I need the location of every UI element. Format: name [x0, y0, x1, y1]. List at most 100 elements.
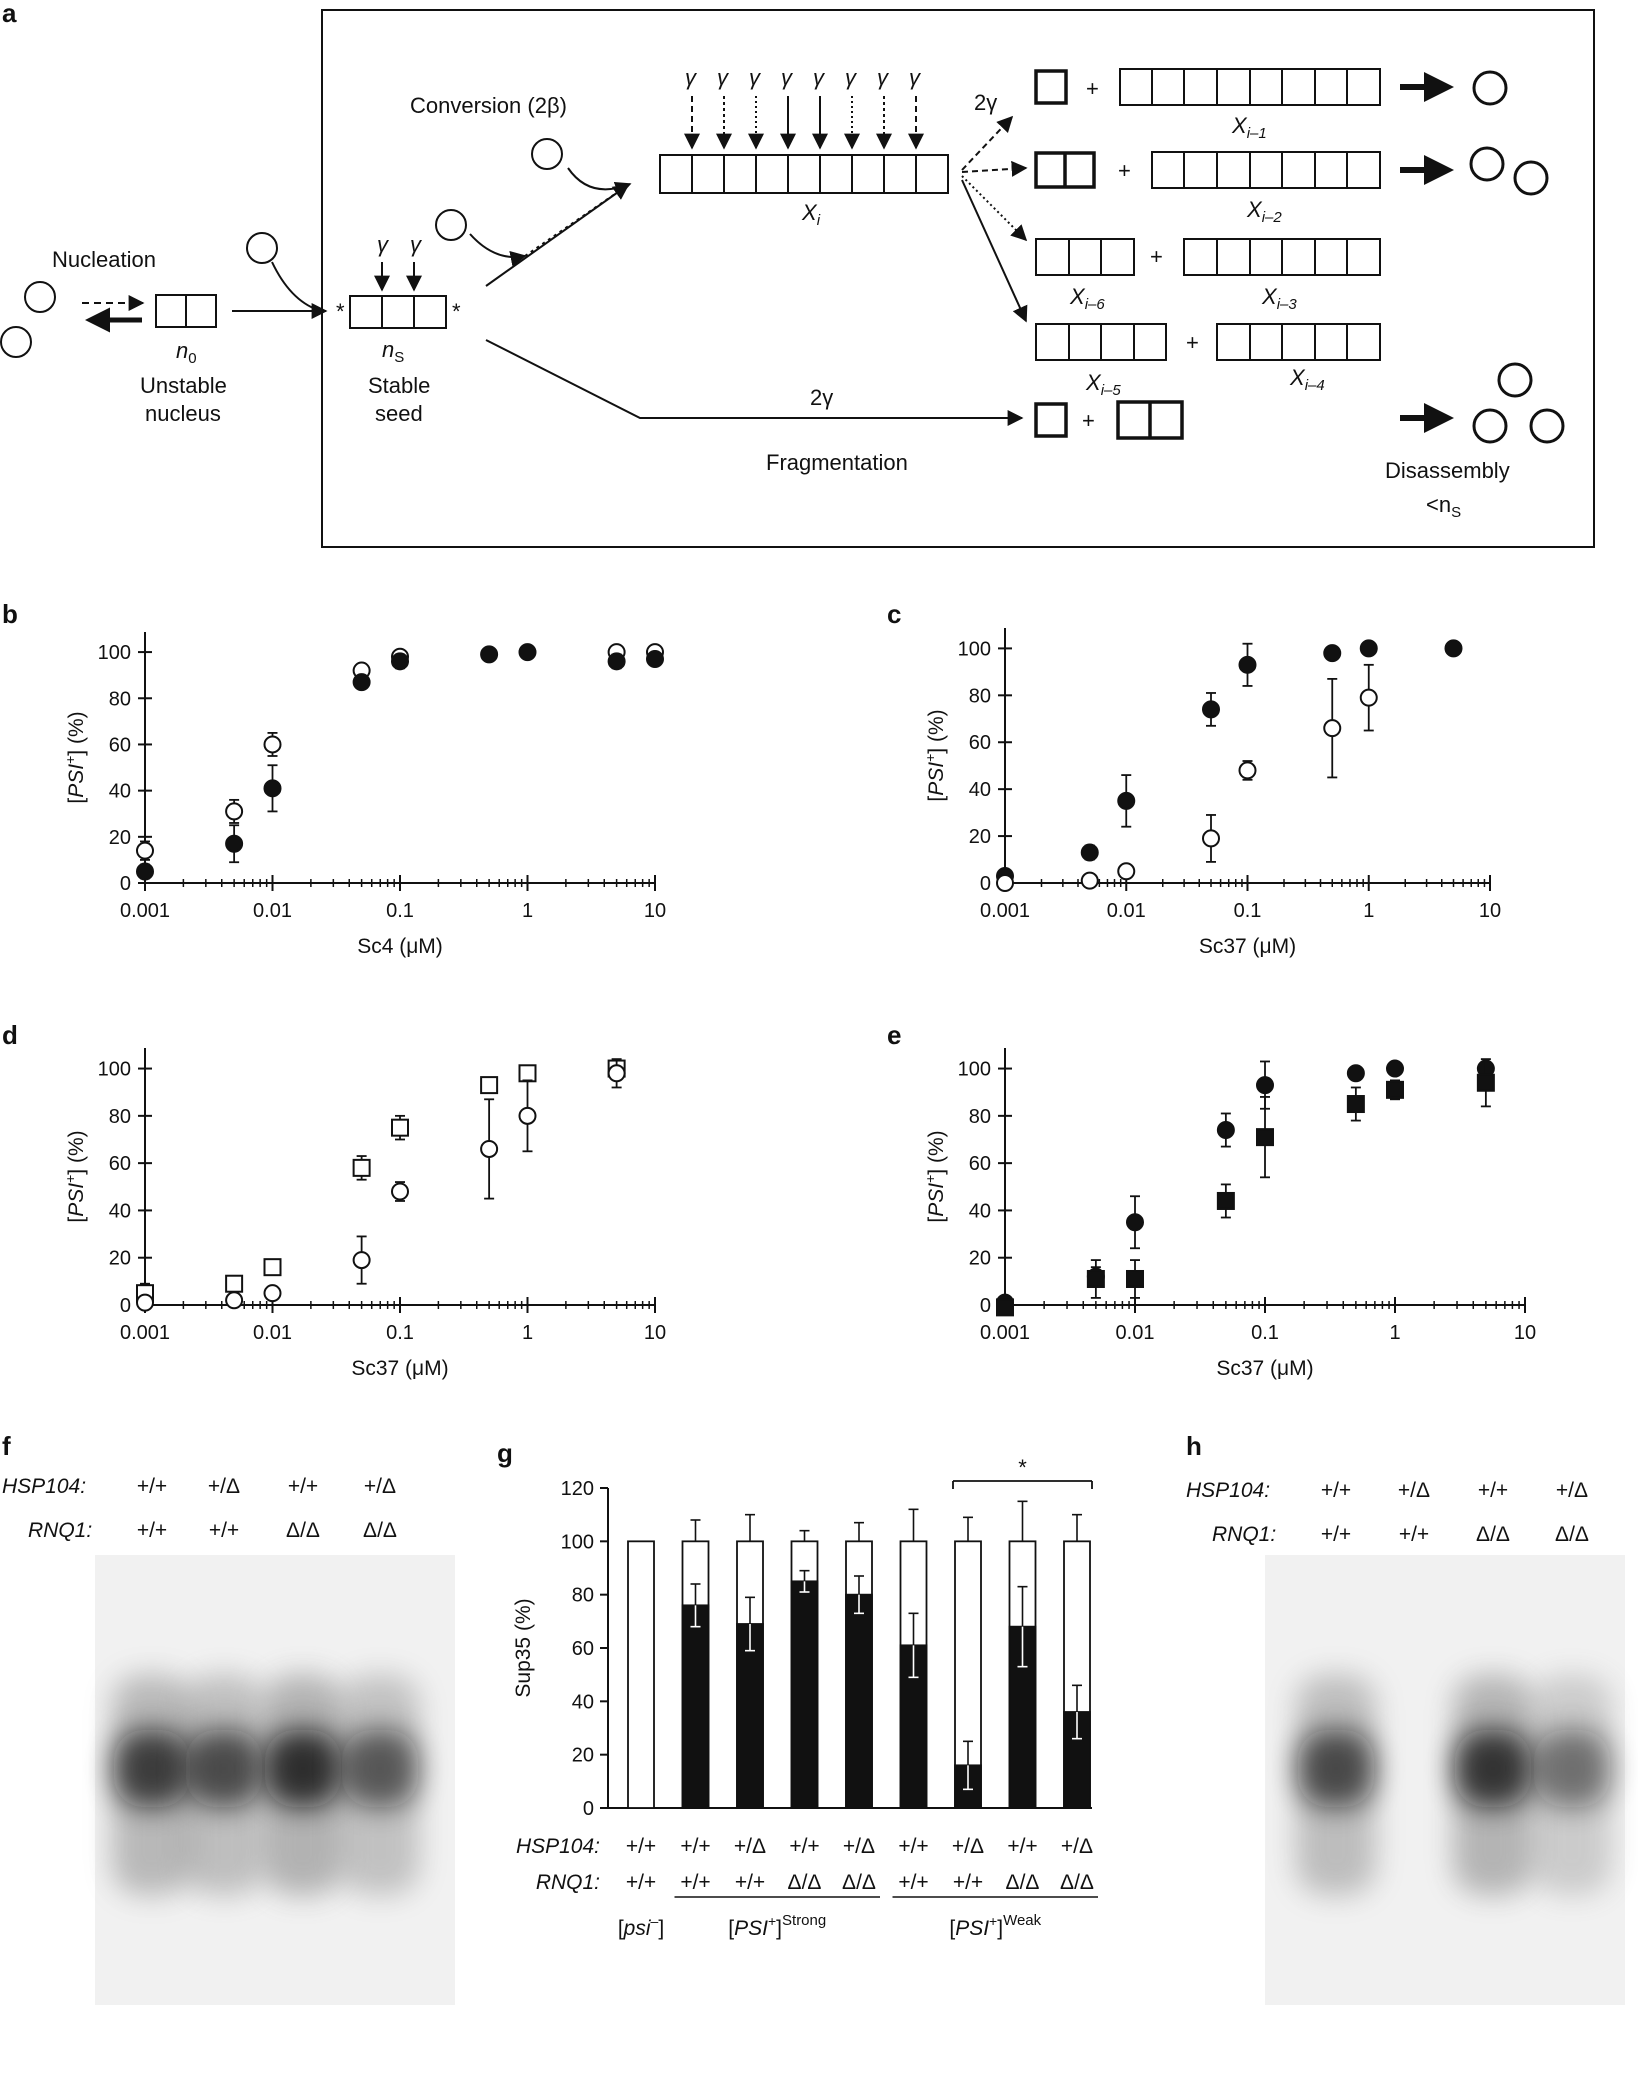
- chart-d: 0 20 40 60 80 100 0.001 0.01 0.1 1 10 Sc37 (μM) [PSI…: [62, 1048, 666, 1380]
- lane-genotype-rnq1: Δ/Δ: [1555, 1523, 1589, 1546]
- seed-box: [349, 295, 447, 329]
- x-tick-label: 10: [1479, 900, 1501, 922]
- two-gamma-label: 2γ: [810, 385, 833, 410]
- unstable-nucleus-line2: nucleus: [145, 401, 221, 426]
- lane-genotype-rnq1: Δ/Δ: [1476, 1523, 1510, 1546]
- g-row1-label: HSP104:: [516, 1835, 600, 1858]
- bar-aggregated: [681, 1604, 710, 1809]
- y-axis-label-part: [: [925, 1217, 948, 1223]
- lane-genotype-rnq1: Δ/Δ: [286, 1519, 320, 1542]
- bar-aggregated: [1063, 1711, 1091, 1809]
- data-point: [263, 1284, 282, 1303]
- chart-b: 0 20 40 60 80 100 0.001 0.01 0.1 1 10 Sc4 (μM) [PSI+…: [62, 632, 666, 958]
- y-tick-label: 0: [980, 1295, 991, 1317]
- gel-f: +/+ +/Δ +/+ +/Δ +/+ +/+ Δ/Δ Δ/Δ: [95, 1475, 455, 2005]
- gel-h: +/+ +/Δ +/+ +/Δ +/+ +/+ Δ/Δ Δ/Δ: [1265, 1479, 1625, 2005]
- data-point: [1216, 1191, 1235, 1210]
- y-tick-label: 60: [572, 1638, 594, 1660]
- data-point: [996, 874, 1014, 892]
- x-tick-label: 0.001: [120, 1322, 170, 1344]
- gamma-label: γ: [877, 65, 890, 90]
- data-point: [480, 1076, 499, 1095]
- y-tick-label: 100: [98, 1059, 131, 1081]
- panel-a: a Nucleation n0 Unstable nucleus * * γ γ…: [0, 0, 1595, 548]
- data-point: [1386, 1080, 1404, 1099]
- g-genotype-hsp104: +/+: [898, 1835, 928, 1858]
- f-row1-label: HSP104:: [2, 1475, 86, 1498]
- monomer: [24, 281, 56, 313]
- group-label-part: PSI: [734, 1917, 768, 1940]
- data-point: [518, 643, 537, 662]
- plus: +: [1186, 330, 1199, 355]
- monomer-join-curve: [271, 261, 319, 311]
- y-axis-label-part: PSI: [925, 762, 948, 796]
- chain-xi: [659, 154, 949, 194]
- lane-genotype-hsp104: +/+: [137, 1475, 167, 1498]
- monomer: [531, 138, 563, 170]
- data-point: [1117, 862, 1136, 881]
- frag-arrow: [961, 175, 1028, 242]
- y-tick-label: 60: [109, 1153, 131, 1175]
- data-point: [1256, 1128, 1274, 1147]
- product-label: Xi–4: [1289, 365, 1325, 394]
- y-axis-label: [PSI+] (%): [62, 1130, 88, 1222]
- y-tick-label: 120: [561, 1478, 594, 1500]
- data-point: [391, 652, 409, 671]
- y-tick-label: 40: [109, 781, 131, 803]
- data-point: [225, 834, 244, 853]
- xi-label: Xi: [801, 200, 821, 229]
- g-genotype-rnq1: +/+: [680, 1871, 710, 1894]
- x-axis-label: Sc37 (μM): [1216, 1357, 1313, 1380]
- released-monomer: [1529, 408, 1565, 444]
- data-point: [391, 1118, 409, 1137]
- gel-band: [1455, 1730, 1531, 1807]
- gel-band: [265, 1730, 341, 1807]
- y-axis-label-part: [: [925, 796, 948, 802]
- data-point: [480, 645, 499, 664]
- released-monomer: [1469, 146, 1505, 182]
- x-tick-label: 10: [1514, 1322, 1536, 1344]
- data-point: [263, 1258, 282, 1277]
- data-point: [1256, 1076, 1274, 1095]
- data-point: [1117, 791, 1136, 810]
- plus: +: [1150, 244, 1163, 269]
- disassembly-label: Disassembly: [1385, 458, 1510, 483]
- g-genotype-hsp104: +/Δ: [843, 1835, 875, 1858]
- y-axis-label-part: [: [65, 798, 88, 804]
- ns-label: nS: [382, 337, 404, 366]
- product-label: Xi–1: [1231, 113, 1267, 142]
- fragmentation-path: [485, 339, 1024, 426]
- chain-xi-dividers: [691, 155, 917, 193]
- data-point: [1080, 871, 1099, 890]
- chain-dividers: [1216, 239, 1348, 275]
- bar-aggregated: [790, 1580, 819, 1809]
- y-axis-label-part: +: [62, 756, 78, 764]
- x-tick-label: 0.01: [1116, 1322, 1155, 1344]
- group-label-part: psi: [623, 1917, 652, 1940]
- x-tick-label: 0.1: [1234, 900, 1262, 922]
- g-genotype-rnq1: +/+: [953, 1871, 983, 1894]
- y-tick-label: 100: [958, 638, 991, 660]
- g-genotype-rnq1: Δ/Δ: [1060, 1871, 1094, 1894]
- data-point: [996, 1298, 1014, 1317]
- gamma-label: γ: [909, 65, 922, 90]
- data-point: [1080, 843, 1099, 862]
- chain-dividers: [1068, 324, 1135, 360]
- plus: +: [1086, 76, 1099, 101]
- monomer: [0, 326, 32, 358]
- panel-d-label: d: [2, 1020, 18, 1050]
- y-axis-label-part: ] (%): [65, 1130, 88, 1174]
- data-point: [1202, 829, 1221, 848]
- data-point: [136, 841, 154, 860]
- data-point: [607, 1064, 626, 1083]
- y-axis-label: [PSI+] (%): [62, 711, 88, 803]
- x-tick-label: 0.01: [253, 900, 292, 922]
- g-genotype-rnq1: Δ/Δ: [842, 1871, 876, 1894]
- group-label-part: Weak: [1003, 1912, 1042, 1929]
- lane-genotype-hsp104: +/Δ: [1556, 1479, 1588, 1502]
- nucleation-label: Nucleation: [52, 247, 156, 272]
- data-point: [1126, 1269, 1144, 1288]
- gamma-label: γ: [749, 65, 762, 90]
- y-tick-label: 20: [969, 826, 991, 848]
- x-tick-label: 0.01: [1107, 900, 1146, 922]
